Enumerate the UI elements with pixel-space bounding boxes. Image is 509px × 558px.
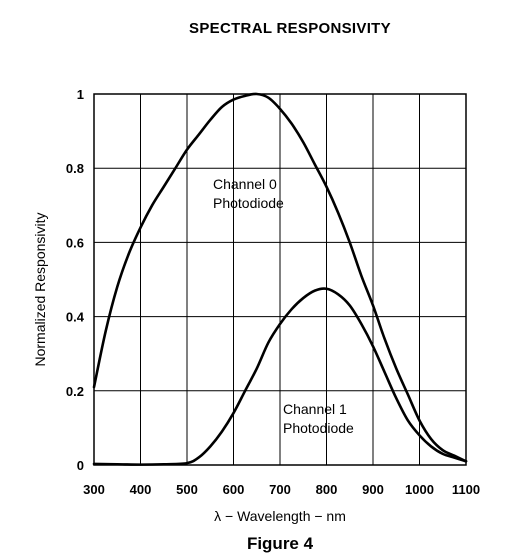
y-tick-label: 0.4: [66, 310, 85, 325]
y-tick-label: 0.6: [66, 235, 84, 250]
grid: [93, 93, 467, 466]
series-lines: [92, 92, 468, 466]
plot-frame: [93, 93, 467, 466]
x-tick-label: 500: [176, 482, 198, 497]
x-tick-label: 400: [130, 482, 152, 497]
series-label-channel-1: Channel 1 Photodiode: [283, 401, 354, 436]
series-line-channel-0: [92, 92, 468, 463]
figure-caption: Figure 4: [246, 534, 314, 553]
x-tick-label: 1000: [405, 482, 434, 497]
series-line-channel-1: [92, 287, 468, 466]
y-tick-label: 0.2: [66, 384, 84, 399]
x-tick-label: 1100: [452, 482, 480, 497]
x-tick-label: 600: [223, 482, 245, 497]
x-tick-label: 700: [269, 482, 291, 497]
tick-labels: 300 400 500 600 700 800 900 1000 1100 0 0.2 0.4 0.6 0…: [66, 87, 480, 497]
x-tick-label: 900: [362, 482, 384, 497]
series-annotations: Channel 0 Photodiode Channel 1 Photodiode: [213, 176, 354, 436]
x-tick-label: 800: [316, 482, 338, 497]
x-tick-label: 300: [83, 482, 105, 497]
x-axis-label: λ − Wavelength − nm: [214, 508, 346, 524]
series-label-channel-0: Channel 0 Photodiode: [213, 176, 284, 211]
y-tick-label: 1: [77, 87, 84, 102]
y-tick-label: 0: [77, 458, 84, 473]
y-tick-label: 0.8: [66, 161, 84, 176]
chart-title: SPECTRAL RESPONSIVITY: [189, 20, 391, 37]
y-axis-label: Normalized Responsivity: [32, 212, 48, 366]
